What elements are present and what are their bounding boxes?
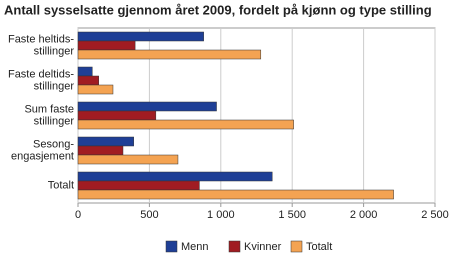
bar bbox=[77, 171, 273, 182]
legend-swatch bbox=[290, 240, 303, 253]
y-tick-label: Sesong- bbox=[33, 138, 74, 150]
bar bbox=[77, 84, 114, 95]
x-tick-label: 0 bbox=[75, 209, 81, 221]
legend-label: Menn bbox=[181, 241, 209, 253]
bar bbox=[77, 119, 294, 130]
y-tick-label: Faste heltids- bbox=[8, 33, 74, 45]
y-tick-label: stillinger bbox=[34, 115, 75, 127]
bar bbox=[77, 66, 93, 77]
bar bbox=[77, 49, 262, 60]
bar bbox=[77, 145, 124, 156]
legend-swatch bbox=[165, 240, 178, 253]
y-tick-label: Faste deltids- bbox=[8, 68, 74, 80]
x-tick-label: 2 500 bbox=[421, 209, 449, 221]
x-tick-label: 1 500 bbox=[278, 209, 306, 221]
legend-label: Totalt bbox=[306, 241, 332, 253]
x-tick-label: 1 000 bbox=[207, 209, 235, 221]
bar bbox=[77, 180, 200, 191]
legend-label: Kvinner bbox=[244, 241, 282, 253]
legend-swatch bbox=[228, 240, 241, 253]
y-tick-label: stillinger bbox=[34, 80, 75, 92]
y-tick-label: Totalt bbox=[48, 179, 74, 191]
bar bbox=[77, 31, 204, 42]
y-tick-label: Sum faste bbox=[24, 103, 74, 115]
x-tick-label: 2 000 bbox=[350, 209, 378, 221]
bar bbox=[77, 75, 99, 86]
chart-title: Antall sysselsatte gjennom året 2009, fo… bbox=[4, 2, 432, 17]
x-tick-label: 500 bbox=[140, 209, 158, 221]
bar bbox=[77, 101, 217, 112]
y-tick-label: stillinger bbox=[34, 45, 75, 57]
bar bbox=[77, 154, 179, 165]
bar bbox=[77, 136, 134, 147]
bar bbox=[77, 110, 157, 121]
y-tick-label: engasjement bbox=[11, 150, 74, 162]
bar bbox=[77, 40, 136, 51]
bar bbox=[77, 189, 394, 200]
